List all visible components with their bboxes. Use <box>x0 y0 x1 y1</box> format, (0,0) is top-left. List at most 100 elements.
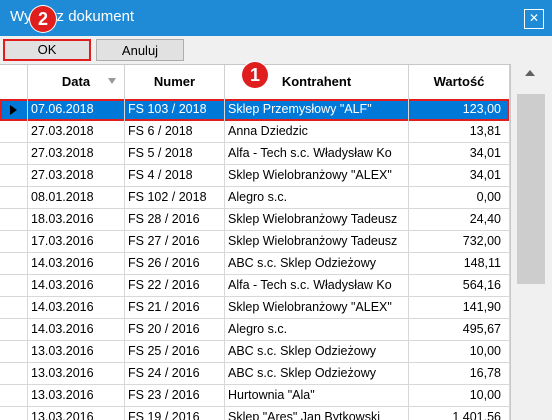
cell-contractor: ABC s.c. Sklep Odzieżowy <box>225 363 409 385</box>
table-row[interactable]: 17.03.2016 FS 27 / 2016 Sklep Wielobranżow… <box>0 231 510 253</box>
cell-date: 13.03.2016 <box>28 385 125 407</box>
header-indicator-cell <box>0 65 28 99</box>
row-indicator-cell[interactable] <box>0 363 28 385</box>
column-header-value[interactable]: Wartość <box>409 65 510 99</box>
cell-number: FS 102 / 2018 <box>125 187 225 209</box>
window-title: Wybierz dokument <box>10 8 135 25</box>
table-row[interactable]: 14.03.2016 FS 22 / 2016 Alfa - Tech s.c. W… <box>0 275 510 297</box>
cell-contractor: Alegro s.c. <box>225 187 409 209</box>
step-marker-1: 1 <box>242 62 268 88</box>
table-row[interactable]: 08.01.2018 FS 102 / 2018 Alegro s.c. 0,00 <box>0 187 510 209</box>
row-indicator-cell[interactable] <box>0 253 28 275</box>
column-header-contractor[interactable]: Kontrahent <box>225 65 409 99</box>
cell-contractor: Sklep Wielobranżowy Tadeusz <box>225 209 409 231</box>
cell-value: 148,11 <box>409 253 510 275</box>
cell-value: 123,00 <box>409 99 510 121</box>
cell-contractor: Sklep Przemysłowy "ALF" <box>225 99 409 121</box>
cell-date: 18.03.2016 <box>28 209 125 231</box>
cancel-button[interactable]: Anuluj <box>96 39 184 61</box>
row-indicator-cell[interactable] <box>0 319 28 341</box>
table-row[interactable]: 18.03.2016 FS 28 / 2016 Sklep Wielobranżow… <box>0 209 510 231</box>
cell-contractor: ABC s.c. Sklep Odzieżowy <box>225 253 409 275</box>
cell-number: FS 21 / 2016 <box>125 297 225 319</box>
ok-button[interactable]: OK <box>3 39 91 61</box>
cell-value: 1 401,56 <box>409 407 510 420</box>
table-row[interactable]: 13.03.2016 FS 19 / 2016 Sklep "Ares" Jan B… <box>0 407 510 420</box>
cell-number: FS 20 / 2016 <box>125 319 225 341</box>
cell-value: 732,00 <box>409 231 510 253</box>
cell-date: 13.03.2016 <box>28 407 125 420</box>
cell-contractor: Sklep Wielobranżowy "ALEX" <box>225 297 409 319</box>
step-marker-2: 2 <box>30 6 56 32</box>
cell-date: 27.03.2018 <box>28 165 125 187</box>
cell-contractor: Alfa - Tech s.c. Władysław Ko <box>225 275 409 297</box>
sort-descending-icon <box>108 78 116 84</box>
table-row[interactable]: 13.03.2016 FS 24 / 2016 ABC s.c. Sklep Odz… <box>0 363 510 385</box>
row-indicator-cell[interactable] <box>0 143 28 165</box>
cell-date: 14.03.2016 <box>28 319 125 341</box>
cell-value: 141,90 <box>409 297 510 319</box>
cell-number: FS 5 / 2018 <box>125 143 225 165</box>
cell-value: 0,00 <box>409 187 510 209</box>
column-header-date[interactable]: Data <box>28 65 125 99</box>
cell-value: 16,78 <box>409 363 510 385</box>
table-row[interactable]: 27.03.2018 FS 5 / 2018 Alfa - Tech s.c. Wł… <box>0 143 510 165</box>
row-indicator-cell[interactable] <box>0 385 28 407</box>
cell-number: FS 26 / 2016 <box>125 253 225 275</box>
cell-date: 27.03.2018 <box>28 143 125 165</box>
row-indicator-cell[interactable] <box>0 231 28 253</box>
table-row[interactable]: 14.03.2016 FS 21 / 2016 Sklep Wielobranżow… <box>0 297 510 319</box>
row-indicator-cell[interactable] <box>0 341 28 363</box>
cell-number: FS 28 / 2016 <box>125 209 225 231</box>
table-row[interactable]: 14.03.2016 FS 20 / 2016 Alegro s.c. 495,67 <box>0 319 510 341</box>
cell-value: 564,16 <box>409 275 510 297</box>
cell-value: 10,00 <box>409 385 510 407</box>
cell-contractor: Hurtownia "Ala" <box>225 385 409 407</box>
scroll-thumb[interactable] <box>517 94 545 284</box>
documents-grid: Data Numer Kontrahent Wartość 07.06.2018… <box>0 64 510 420</box>
cell-date: 13.03.2016 <box>28 363 125 385</box>
row-indicator-cell[interactable] <box>0 275 28 297</box>
cell-number: FS 24 / 2016 <box>125 363 225 385</box>
cell-date: 13.03.2016 <box>28 341 125 363</box>
row-indicator-cell[interactable] <box>0 121 28 143</box>
vertical-scrollbar[interactable] <box>510 64 552 420</box>
toolbar: OK Anuluj <box>0 36 552 64</box>
row-indicator-cell[interactable] <box>0 165 28 187</box>
cell-date: 07.06.2018 <box>28 99 125 121</box>
cell-date: 27.03.2018 <box>28 121 125 143</box>
table-row[interactable]: 14.03.2016 FS 26 / 2016 ABC s.c. Sklep Odz… <box>0 253 510 275</box>
row-indicator-cell[interactable] <box>0 99 28 121</box>
cell-contractor: Anna Dziedzic <box>225 121 409 143</box>
row-indicator-cell[interactable] <box>0 297 28 319</box>
cell-number: FS 27 / 2016 <box>125 231 225 253</box>
cell-number: FS 23 / 2016 <box>125 385 225 407</box>
column-header-number[interactable]: Numer <box>125 65 225 99</box>
cell-contractor: Sklep Wielobranżowy Tadeusz <box>225 231 409 253</box>
cell-value: 34,01 <box>409 165 510 187</box>
cell-value: 34,01 <box>409 143 510 165</box>
row-indicator-cell[interactable] <box>0 187 28 209</box>
cell-contractor: Sklep "Ares" Jan Bytkowski <box>225 407 409 420</box>
row-indicator-cell[interactable] <box>0 209 28 231</box>
cell-number: FS 6 / 2018 <box>125 121 225 143</box>
table-row[interactable]: 27.03.2018 FS 4 / 2018 Sklep Wielobranżowy… <box>0 165 510 187</box>
cell-date: 17.03.2016 <box>28 231 125 253</box>
cell-value: 24,40 <box>409 209 510 231</box>
cell-date: 14.03.2016 <box>28 253 125 275</box>
cell-number: FS 19 / 2016 <box>125 407 225 420</box>
title-bar: Wybierz dokument ✕ <box>0 0 552 36</box>
close-button[interactable]: ✕ <box>524 9 544 29</box>
row-indicator-cell[interactable] <box>0 407 28 420</box>
cell-date: 08.01.2018 <box>28 187 125 209</box>
table-row[interactable]: 27.03.2018 FS 6 / 2018 Anna Dziedzic 13,81 <box>0 121 510 143</box>
cell-contractor: Sklep Wielobranżowy "ALEX" <box>225 165 409 187</box>
cell-contractor: Alfa - Tech s.c. Władysław Ko <box>225 143 409 165</box>
table-row[interactable]: 07.06.2018 FS 103 / 2018 Sklep Przemysłowy… <box>0 99 510 121</box>
scroll-up-arrow-icon[interactable] <box>525 70 535 76</box>
cell-number: FS 4 / 2018 <box>125 165 225 187</box>
cell-number: FS 103 / 2018 <box>125 99 225 121</box>
table-row[interactable]: 13.03.2016 FS 23 / 2016 Hurtownia "Ala" 10,… <box>0 385 510 407</box>
table-row[interactable]: 13.03.2016 FS 25 / 2016 ABC s.c. Sklep Odz… <box>0 341 510 363</box>
